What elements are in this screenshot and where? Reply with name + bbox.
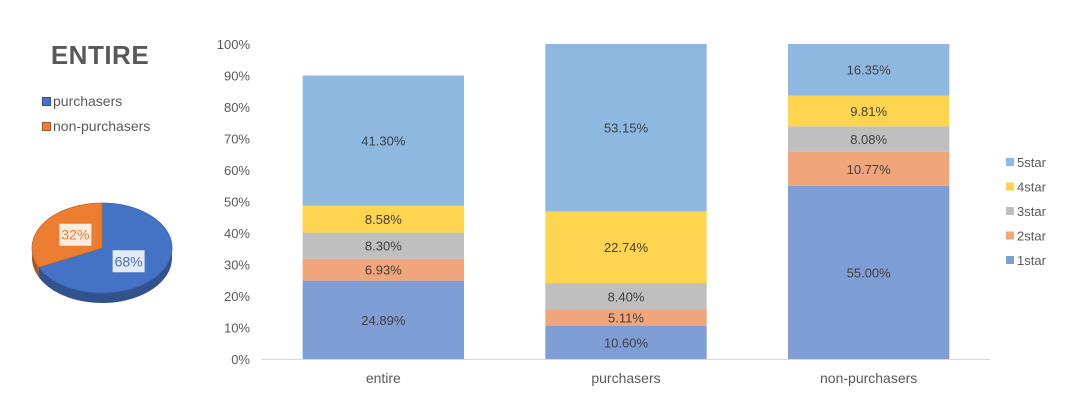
bar-segment-4star	[545, 211, 707, 284]
bar-data-label: 53.15%	[604, 121, 649, 136]
y-tick-label: 50%	[224, 195, 250, 210]
pie-legend-swatch	[42, 121, 51, 131]
legend-swatch-2star	[1006, 231, 1014, 240]
bar-data-label: 22.74%	[604, 240, 649, 255]
legend-label-3star: 3star	[1017, 204, 1047, 219]
legend-swatch-1star	[1006, 256, 1014, 264]
pie-legend-swatch	[42, 96, 51, 106]
bar-data-label: 8.30%	[365, 239, 402, 254]
pie-chart: 68% 32%	[31, 202, 173, 303]
bar-data-label: 55.00%	[847, 265, 892, 280]
bar-data-label: 8.58%	[365, 212, 402, 227]
bar-data-label: 16.35%	[847, 63, 892, 78]
bar-segment-1star	[787, 185, 950, 359]
x-tick-label: entire	[366, 370, 401, 386]
pie-data-label: 32%	[59, 223, 92, 246]
pie-legend-label: non-purchasers	[53, 118, 151, 134]
bar-segment-3star	[545, 283, 707, 310]
y-tick-label: 100%	[217, 37, 251, 52]
y-tick-label: 0%	[231, 352, 250, 367]
pie-data-label-text: 68%	[115, 253, 143, 269]
pie-legend-item-non-purchasers: non-purchasers	[42, 118, 150, 134]
bar-segment-5star	[545, 44, 707, 212]
bar-data-label: 24.89%	[361, 313, 406, 328]
bar-segment-1star	[545, 325, 707, 359]
pie-legend-item-purchasers: purchasers	[42, 93, 122, 109]
bar-segment-4star	[302, 205, 465, 233]
pie-data-label-box	[59, 223, 92, 246]
bar-segment-5star	[787, 43, 950, 96]
bar-data-label: 9.81%	[850, 104, 887, 119]
legend-swatch-5star	[1006, 158, 1014, 166]
bar-data-label: 10.77%	[847, 162, 892, 177]
bar-data-label: 5.11%	[608, 311, 644, 326]
pie-chart-panel: ENTIRE purchasers non-purchasers 68% 32%	[0, 0, 200, 404]
bar-segment-3star	[302, 232, 465, 259]
pie-legend-label: purchasers	[53, 93, 123, 109]
y-tick-label: 90%	[224, 69, 250, 84]
y-tick-label: 60%	[224, 163, 250, 178]
bar-data-label: 41.30%	[361, 134, 406, 149]
bar-segment-3star	[787, 126, 950, 152]
legend-label-4star: 4star	[1017, 180, 1047, 195]
bar-segment-2star	[302, 258, 465, 281]
legend-swatch-4star	[1006, 182, 1014, 191]
pie-chart-title: ENTIRE	[50, 40, 150, 70]
bar-data-label: 6.93%	[365, 263, 402, 278]
legend-label-2star: 2star	[1017, 229, 1047, 244]
legend-swatch-3star	[1006, 207, 1014, 215]
y-tick-label: 30%	[224, 258, 250, 273]
bar-data-label: 8.40%	[608, 289, 645, 304]
y-tick-label: 20%	[224, 289, 250, 304]
stacked-bar-chart: 0% 10% 20% 30% 40% 50% 60% 70% 80% 90% 100% 24.89% 6…	[217, 37, 1047, 386]
bar-segment-5star	[302, 75, 465, 206]
x-tick-label: non-purchasers	[820, 370, 917, 386]
bar-segment-4star	[787, 95, 950, 127]
y-tick-label: 40%	[224, 226, 250, 241]
legend-label-1star: 1star	[1017, 253, 1047, 268]
bar-data-label: 10.60%	[604, 335, 649, 350]
legend-label-5star: 5star	[1017, 155, 1047, 170]
bar-segment-2star	[545, 309, 707, 326]
bar-segment-1star	[302, 280, 465, 359]
y-tick-label: 70%	[224, 132, 250, 147]
pie-data-label: 68%	[112, 250, 145, 273]
bar-data-label: 8.08%	[850, 132, 887, 147]
pie-data-label-text: 32%	[61, 227, 89, 243]
y-tick-label: 80%	[224, 100, 250, 115]
y-tick-label: 10%	[224, 321, 250, 336]
x-tick-label: purchasers	[591, 370, 660, 386]
pie-data-label-box	[112, 250, 145, 273]
bar-segment-2star	[787, 151, 950, 186]
